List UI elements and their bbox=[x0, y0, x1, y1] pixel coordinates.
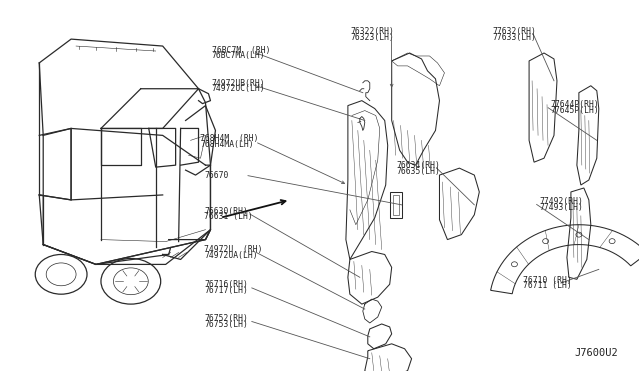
Text: 76711 (LH): 76711 (LH) bbox=[523, 281, 572, 290]
Text: 76322(RH): 76322(RH) bbox=[351, 27, 394, 36]
Text: 76717(LH): 76717(LH) bbox=[204, 286, 248, 295]
Text: 76BC7MA(LH): 76BC7MA(LH) bbox=[212, 51, 266, 60]
Text: 74972UA(LH): 74972UA(LH) bbox=[204, 251, 258, 260]
Text: 76630(RH): 76630(RH) bbox=[204, 206, 248, 216]
Text: 76631 (LH): 76631 (LH) bbox=[204, 212, 253, 221]
Text: 77645P(LH): 77645P(LH) bbox=[550, 106, 600, 115]
Text: 77633(LH): 77633(LH) bbox=[492, 33, 536, 42]
Text: 74972UB(RH): 74972UB(RH) bbox=[212, 79, 266, 88]
Text: 77492(RH): 77492(RH) bbox=[540, 197, 584, 206]
Text: 76716(RH): 76716(RH) bbox=[204, 280, 248, 289]
Text: 77632(RH): 77632(RH) bbox=[492, 27, 536, 36]
Text: 76753(LH): 76753(LH) bbox=[204, 320, 248, 329]
Text: 768H4M  (RH): 768H4M (RH) bbox=[200, 134, 259, 143]
Text: 76710 (RH): 76710 (RH) bbox=[523, 276, 572, 285]
Text: 76634(RH): 76634(RH) bbox=[396, 161, 440, 170]
Text: 76BC7M  (RH): 76BC7M (RH) bbox=[212, 46, 270, 55]
Text: 77644P(RH): 77644P(RH) bbox=[550, 100, 600, 109]
Text: 77493(LH): 77493(LH) bbox=[540, 202, 584, 212]
Text: 76635(LH): 76635(LH) bbox=[396, 167, 440, 176]
Text: 76752(RH): 76752(RH) bbox=[204, 314, 248, 323]
Text: 76323(LH): 76323(LH) bbox=[351, 33, 394, 42]
Text: J7600U2: J7600U2 bbox=[575, 348, 618, 358]
Text: 74972U  (RH): 74972U (RH) bbox=[204, 245, 262, 254]
Text: 76670: 76670 bbox=[204, 171, 228, 180]
Text: 74972UC(LH): 74972UC(LH) bbox=[212, 84, 266, 93]
Text: 768H4MA(LH): 768H4MA(LH) bbox=[200, 140, 254, 149]
